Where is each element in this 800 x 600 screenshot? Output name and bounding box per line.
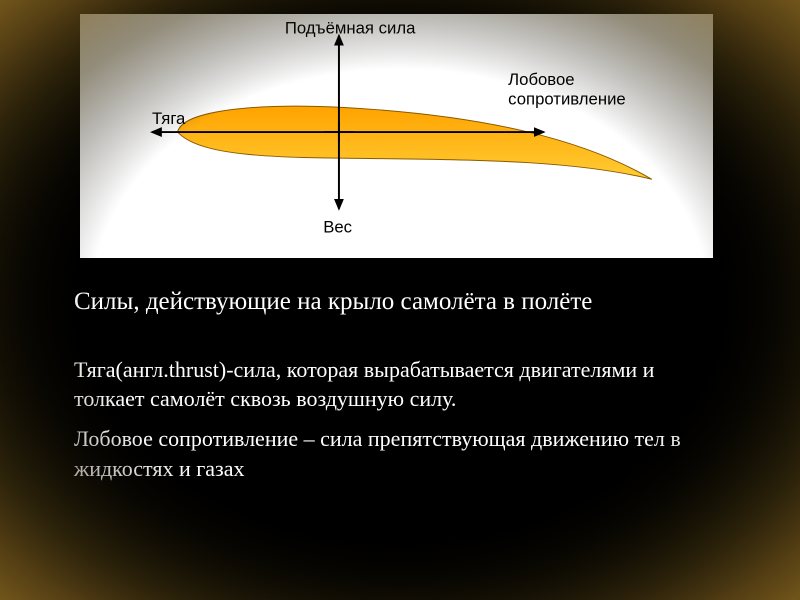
forces-diagram: Подъёмная сила Тяга Вес Лобовое сопротив… — [80, 14, 713, 258]
diagram-frame: Подъёмная сила Тяга Вес Лобовое сопротив… — [78, 12, 715, 260]
paragraph-2: Лобовое сопротивление – сила препятствую… — [74, 424, 724, 483]
lift-label: Подъёмная сила — [285, 19, 416, 38]
weight-label: Вес — [323, 217, 352, 236]
thrust-label: Тяга — [152, 109, 186, 128]
slide: Подъёмная сила Тяга Вес Лобовое сопротив… — [0, 0, 800, 600]
slide-title: Силы, действующие на крыло самолёта в по… — [74, 286, 724, 319]
paragraph-1: Тяга(англ.thrust)-сила, которая вырабаты… — [74, 355, 724, 414]
caption-block: Силы, действующие на крыло самолёта в по… — [74, 286, 724, 493]
airfoil-shape — [178, 106, 652, 179]
drag-label-line2: сопротивление — [508, 90, 626, 109]
drag-label-line1: Лобовое — [508, 70, 574, 89]
